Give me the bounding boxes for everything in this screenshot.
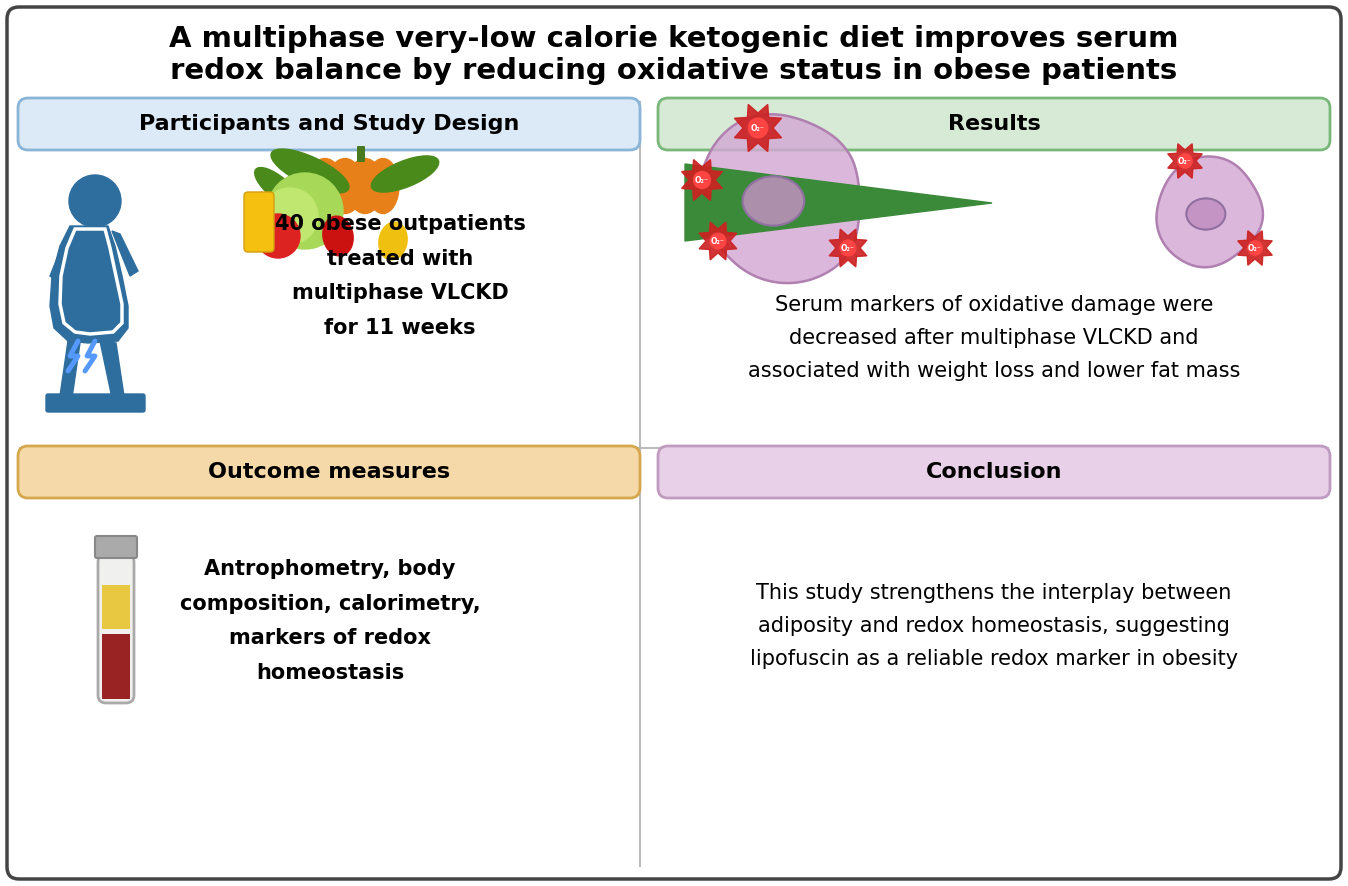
Text: O₂⁻: O₂⁻ xyxy=(710,237,725,245)
Polygon shape xyxy=(700,114,859,283)
Ellipse shape xyxy=(346,159,383,214)
Text: Antrophometry, body
composition, calorimetry,
markers of redox
homeostasis: Antrophometry, body composition, calorim… xyxy=(179,559,480,682)
Polygon shape xyxy=(735,105,782,152)
Polygon shape xyxy=(829,229,867,267)
Text: This study strengthens the interplay between
adiposity and redox homeostasis, su: This study strengthens the interplay bet… xyxy=(749,583,1237,669)
Polygon shape xyxy=(1167,144,1202,178)
Text: 40 obese outpatients
treated with
multiphase VLCKD
for 11 weeks: 40 obese outpatients treated with multip… xyxy=(275,214,526,338)
Text: Participants and Study Design: Participants and Study Design xyxy=(139,114,519,134)
Polygon shape xyxy=(685,164,992,241)
Polygon shape xyxy=(50,226,128,343)
FancyBboxPatch shape xyxy=(18,98,640,150)
FancyBboxPatch shape xyxy=(18,446,640,498)
FancyBboxPatch shape xyxy=(7,7,1341,879)
Text: Conclusion: Conclusion xyxy=(926,462,1062,482)
Circle shape xyxy=(840,240,856,256)
Text: O₂⁻: O₂⁻ xyxy=(696,175,709,184)
Ellipse shape xyxy=(322,216,353,256)
Circle shape xyxy=(748,118,768,137)
Ellipse shape xyxy=(371,156,438,192)
Circle shape xyxy=(267,173,342,249)
Text: A multiphase very-low calorie ketogenic diet improves serum: A multiphase very-low calorie ketogenic … xyxy=(170,25,1178,53)
Ellipse shape xyxy=(253,192,264,248)
Ellipse shape xyxy=(379,222,407,260)
Text: Results: Results xyxy=(948,114,1041,134)
Text: redox balance by reducing oxidative status in obese patients: redox balance by reducing oxidative stat… xyxy=(170,57,1178,85)
Polygon shape xyxy=(682,159,723,200)
Circle shape xyxy=(694,172,710,189)
Text: O₂⁻: O₂⁻ xyxy=(1248,244,1262,253)
Text: O₂⁻: O₂⁻ xyxy=(1178,157,1192,166)
Circle shape xyxy=(1178,154,1192,168)
Text: O₂⁻: O₂⁻ xyxy=(841,244,855,253)
Polygon shape xyxy=(50,231,75,281)
FancyBboxPatch shape xyxy=(102,633,129,699)
Polygon shape xyxy=(700,222,737,260)
Text: O₂⁻: O₂⁻ xyxy=(751,123,764,133)
Ellipse shape xyxy=(255,167,302,208)
Ellipse shape xyxy=(271,149,349,193)
Polygon shape xyxy=(112,231,137,276)
FancyBboxPatch shape xyxy=(244,192,274,252)
FancyBboxPatch shape xyxy=(357,146,365,162)
Text: Outcome measures: Outcome measures xyxy=(208,462,450,482)
Circle shape xyxy=(262,188,318,244)
Ellipse shape xyxy=(1186,198,1225,229)
FancyBboxPatch shape xyxy=(46,394,146,412)
FancyBboxPatch shape xyxy=(94,536,137,558)
Ellipse shape xyxy=(328,159,363,214)
Polygon shape xyxy=(1237,230,1273,265)
FancyBboxPatch shape xyxy=(102,585,129,628)
FancyBboxPatch shape xyxy=(98,554,133,703)
Ellipse shape xyxy=(307,159,342,214)
Text: Serum markers of oxidative damage were
decreased after multiphase VLCKD and
asso: Serum markers of oxidative damage were d… xyxy=(748,295,1240,381)
Circle shape xyxy=(69,175,121,227)
Polygon shape xyxy=(100,341,124,398)
Circle shape xyxy=(1248,241,1262,255)
Ellipse shape xyxy=(367,159,399,214)
Circle shape xyxy=(710,233,725,249)
Circle shape xyxy=(256,214,301,258)
FancyBboxPatch shape xyxy=(658,98,1330,150)
Polygon shape xyxy=(1157,157,1263,268)
Ellipse shape xyxy=(743,176,805,226)
Polygon shape xyxy=(61,341,80,398)
FancyBboxPatch shape xyxy=(658,446,1330,498)
